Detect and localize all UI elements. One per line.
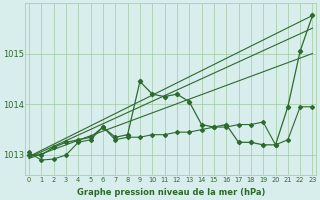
X-axis label: Graphe pression niveau de la mer (hPa): Graphe pression niveau de la mer (hPa) bbox=[76, 188, 265, 197]
